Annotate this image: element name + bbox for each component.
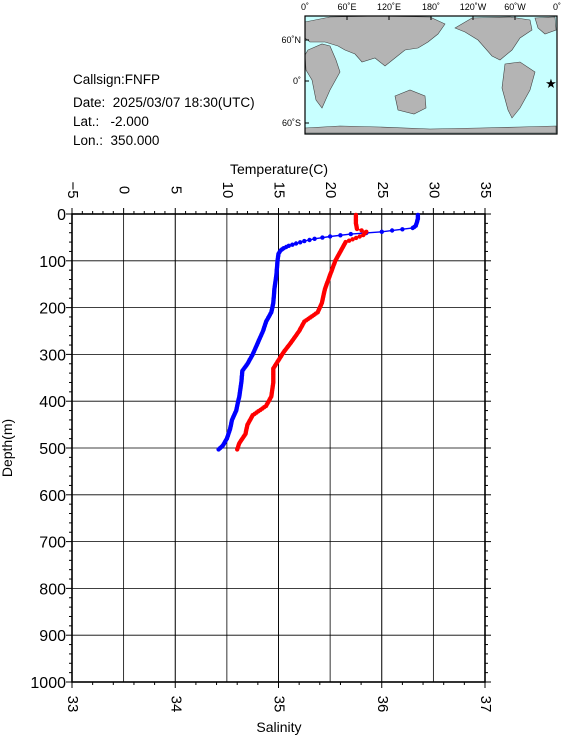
map-lon-label: 120˚W xyxy=(460,2,487,12)
temperature-tick-label: 30 xyxy=(425,182,442,199)
salinity-tick-label: 37 xyxy=(477,696,494,713)
profile-point xyxy=(338,233,343,238)
profile-point xyxy=(389,228,395,233)
profile-point xyxy=(298,240,303,245)
profile-point xyxy=(235,447,240,452)
land-greenland xyxy=(534,16,557,35)
temperature-tick-label: 15 xyxy=(271,182,288,199)
map-lon-label: 0˚ xyxy=(553,2,561,12)
date-value: 2025/03/07 18:30(UTC) xyxy=(112,95,255,110)
depth-tick-label: 1000 xyxy=(30,675,66,692)
depth-tick-label: 300 xyxy=(39,347,66,364)
callsign-value: FNFP xyxy=(124,72,161,87)
depth-tick-label: 800 xyxy=(39,581,66,598)
land-africa xyxy=(304,43,341,109)
profile-point xyxy=(307,237,312,243)
map-lon-label: 60˚W xyxy=(504,2,526,12)
temperature-tick-label: 25 xyxy=(374,182,391,199)
depth-tick-label: 600 xyxy=(39,488,66,505)
depth-tick-label: 100 xyxy=(39,254,66,271)
lat-value: -2.000 xyxy=(110,114,149,129)
date-line: Date: 2025/03/07 18:30(UTC) xyxy=(73,95,255,110)
profile-point xyxy=(293,241,299,246)
lat-label: Lat.: xyxy=(73,114,100,129)
profile-point xyxy=(357,234,362,239)
profile-point xyxy=(350,237,355,242)
plot-grid xyxy=(71,213,486,683)
temperature-tick-label: 10 xyxy=(219,182,236,199)
map-lat-labels: 60˚N 0˚ 60˚S xyxy=(281,35,301,128)
lon-line: Lon.: 350.000 xyxy=(73,133,159,148)
temperature-tick-label: 0 xyxy=(116,186,133,194)
profile-point xyxy=(410,225,415,231)
profile-point xyxy=(361,232,366,238)
depth-tick-label: 700 xyxy=(39,535,66,552)
profile-series xyxy=(216,212,421,452)
map-lat-label: 60˚N xyxy=(281,35,301,45)
map-lon-labels: 0˚ 60˚E 120˚E 180˚ 120˚W 60˚W 0˚ xyxy=(301,2,561,12)
temperature-axis-title: Temperature(C) xyxy=(230,161,328,177)
profile-plot: −5 0 5 10 15 20 25 30 35 33 34 35 36 37 0 100 200 300 40… xyxy=(0,161,494,735)
depth-tick-label: 200 xyxy=(39,301,66,318)
land-australia xyxy=(394,89,427,115)
map-ticks xyxy=(304,16,558,124)
profile-point xyxy=(320,235,325,240)
map-lon-label: 120˚E xyxy=(377,2,401,12)
location-map: 0˚ 60˚E 120˚E 180˚ 120˚W 60˚W 0˚ 60˚N 0˚ 60˚S ★ xyxy=(281,2,561,135)
map-land xyxy=(304,15,557,134)
salinity-tick-label: 33 xyxy=(64,696,81,713)
profile-point xyxy=(400,227,405,232)
map-lon-label: 0˚ xyxy=(301,2,309,12)
depth-tick-label: 900 xyxy=(39,628,66,645)
callsign-line: Callsign:FNFP xyxy=(73,72,160,87)
salinity-axis-title: Salinity xyxy=(256,719,301,735)
station-marker: ★ xyxy=(545,76,557,91)
land-eurasia xyxy=(304,15,446,67)
profile-point xyxy=(216,447,221,452)
profile-point xyxy=(290,242,295,247)
land-antarctica xyxy=(304,125,557,134)
depth-tick-labels: 0 100 200 300 400 500 600 700 800 900 1000 xyxy=(30,207,66,692)
map-lat-label: 0˚ xyxy=(293,76,301,86)
profile-point xyxy=(302,238,307,244)
depth-tick-label: 400 xyxy=(39,394,66,411)
salinity-tick-label: 36 xyxy=(374,696,391,713)
temperature-tick-label: 5 xyxy=(167,186,184,194)
salinity-tick-labels: 33 34 35 36 37 xyxy=(64,696,494,713)
profile-line xyxy=(218,214,419,450)
plot-frame xyxy=(71,213,486,683)
profile-point xyxy=(348,231,353,237)
lon-label: Lon.: xyxy=(73,133,104,148)
profile-point xyxy=(359,228,364,233)
temperature-tick-label: −5 xyxy=(64,181,81,198)
map-lat-label: 60˚S xyxy=(282,118,301,128)
temperature-tick-label: 20 xyxy=(322,182,339,199)
profile-point xyxy=(346,238,352,243)
depth-tick-label: 500 xyxy=(39,441,66,458)
profile-point xyxy=(379,229,384,234)
land-north-america xyxy=(454,16,533,61)
profile-point xyxy=(312,236,317,241)
lat-line: Lat.: -2.000 xyxy=(73,114,149,129)
depth-tick-label: 0 xyxy=(57,207,66,224)
map-lon-label: 180˚ xyxy=(422,2,440,12)
salinity-tick-label: 35 xyxy=(271,696,288,713)
temperature-tick-labels: −5 0 5 10 15 20 25 30 35 xyxy=(64,181,494,198)
profile-point xyxy=(354,226,360,232)
callsign-label: Callsign: xyxy=(73,72,125,87)
land-south-america xyxy=(501,61,536,119)
temperature-tick-label: 35 xyxy=(477,182,494,199)
date-label: Date: xyxy=(73,95,106,110)
map-lon-label: 60˚E xyxy=(337,2,356,12)
depth-axis-title: Depth(m) xyxy=(0,419,15,477)
profile-point xyxy=(353,235,359,241)
salinity-tick-label: 34 xyxy=(167,696,184,713)
lon-value: 350.000 xyxy=(110,133,160,148)
profile-point xyxy=(327,234,333,239)
